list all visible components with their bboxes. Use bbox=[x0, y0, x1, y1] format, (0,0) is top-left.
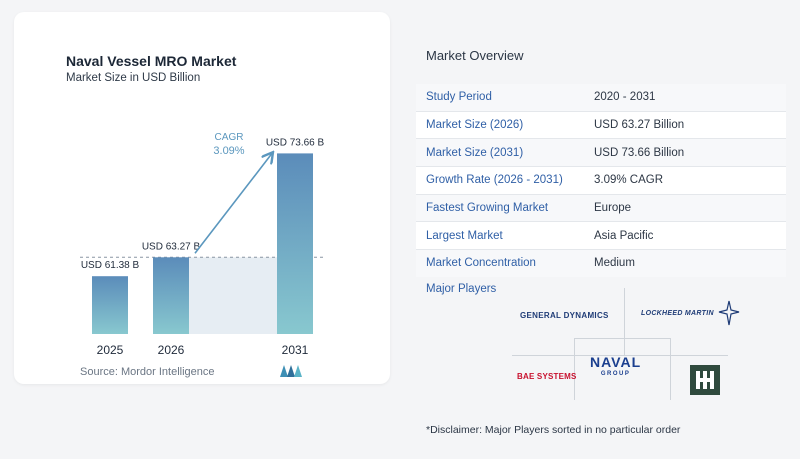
value-label-2031: USD 73.66 B bbox=[266, 137, 325, 148]
overview-title: Market Overview bbox=[426, 48, 524, 63]
disclaimer-text: *Disclaimer: Major Players sorted in no … bbox=[426, 424, 681, 436]
players-divider bbox=[574, 338, 575, 400]
x-tick-2025: 2025 bbox=[97, 343, 124, 357]
x-tick-2026: 2026 bbox=[158, 343, 185, 357]
cagr-label: CAGR bbox=[215, 132, 244, 143]
overview-table: Study Period 2020 - 2031 Market Size (202… bbox=[416, 84, 786, 277]
row-label: Fastest Growing Market bbox=[416, 193, 594, 222]
players-divider bbox=[670, 338, 671, 400]
lockheed-martin-logo: LOCKHEED MARTIN bbox=[641, 300, 740, 326]
bar-chart: USD 61.38 B 2025 USD 63.27 B 2026 USD 73.66 … bbox=[80, 132, 326, 357]
players-divider bbox=[574, 338, 671, 339]
row-label: Market Concentration bbox=[416, 249, 594, 277]
naval-group-logo: NAVAL GROUP bbox=[590, 354, 641, 377]
bar-2031 bbox=[277, 153, 313, 334]
mordor-logo-icon bbox=[280, 365, 302, 377]
bar-2026 bbox=[153, 257, 189, 334]
x-tick-2031: 2031 bbox=[282, 343, 309, 357]
value-label-2026: USD 63.27 B bbox=[142, 241, 201, 252]
major-players-label: Major Players bbox=[426, 283, 497, 295]
table-row: Study Period 2020 - 2031 bbox=[416, 84, 786, 112]
row-value: USD 63.27 Billion bbox=[594, 110, 786, 139]
naval-group-text: NAVAL bbox=[590, 354, 642, 370]
value-label-2025: USD 61.38 B bbox=[81, 260, 140, 271]
row-label: Growth Rate (2026 - 2031) bbox=[416, 166, 594, 195]
naval-group-subtext: GROUP bbox=[600, 371, 631, 377]
general-dynamics-logo: GENERAL DYNAMICS bbox=[520, 311, 609, 320]
chart-title: Naval Vessel MRO Market bbox=[66, 53, 237, 69]
table-row: Market Size (2026) USD 63.27 Billion bbox=[416, 110, 786, 139]
row-value: Europe bbox=[594, 193, 786, 222]
row-value: 3.09% CAGR bbox=[594, 166, 786, 195]
bar-2025 bbox=[92, 276, 128, 334]
row-value: Medium bbox=[594, 249, 786, 277]
table-row: Largest Market Asia Pacific bbox=[416, 221, 786, 250]
players-divider bbox=[512, 355, 728, 356]
hii-logo bbox=[690, 365, 720, 395]
row-label: Largest Market bbox=[416, 221, 594, 250]
row-value: Asia Pacific bbox=[594, 221, 786, 250]
cagr-value: 3.09% bbox=[213, 145, 244, 157]
row-value: 2020 - 2031 bbox=[594, 91, 656, 104]
hii-icon bbox=[696, 371, 714, 389]
table-row: Market Size (2031) USD 73.66 Billion bbox=[416, 138, 786, 167]
row-value: USD 73.66 Billion bbox=[594, 138, 786, 167]
row-label: Study Period bbox=[426, 91, 492, 104]
table-row: Fastest Growing Market Europe bbox=[416, 193, 786, 222]
source-text: Source: Mordor Intelligence bbox=[80, 366, 215, 378]
lockheed-martin-text: LOCKHEED MARTIN bbox=[641, 309, 714, 317]
table-row: Growth Rate (2026 - 2031) 3.09% CAGR bbox=[416, 166, 786, 195]
forecast-shade bbox=[189, 257, 277, 334]
bae-systems-logo: BAE SYSTEMS bbox=[517, 372, 577, 381]
star-icon bbox=[718, 300, 740, 326]
players-divider bbox=[624, 288, 625, 356]
row-label: Market Size (2026) bbox=[416, 110, 594, 139]
chart-subtitle: Market Size in USD Billion bbox=[66, 72, 201, 84]
row-label: Market Size (2031) bbox=[416, 138, 594, 167]
cagr-arrow bbox=[194, 153, 272, 254]
table-row: Market Concentration Medium bbox=[416, 249, 786, 277]
